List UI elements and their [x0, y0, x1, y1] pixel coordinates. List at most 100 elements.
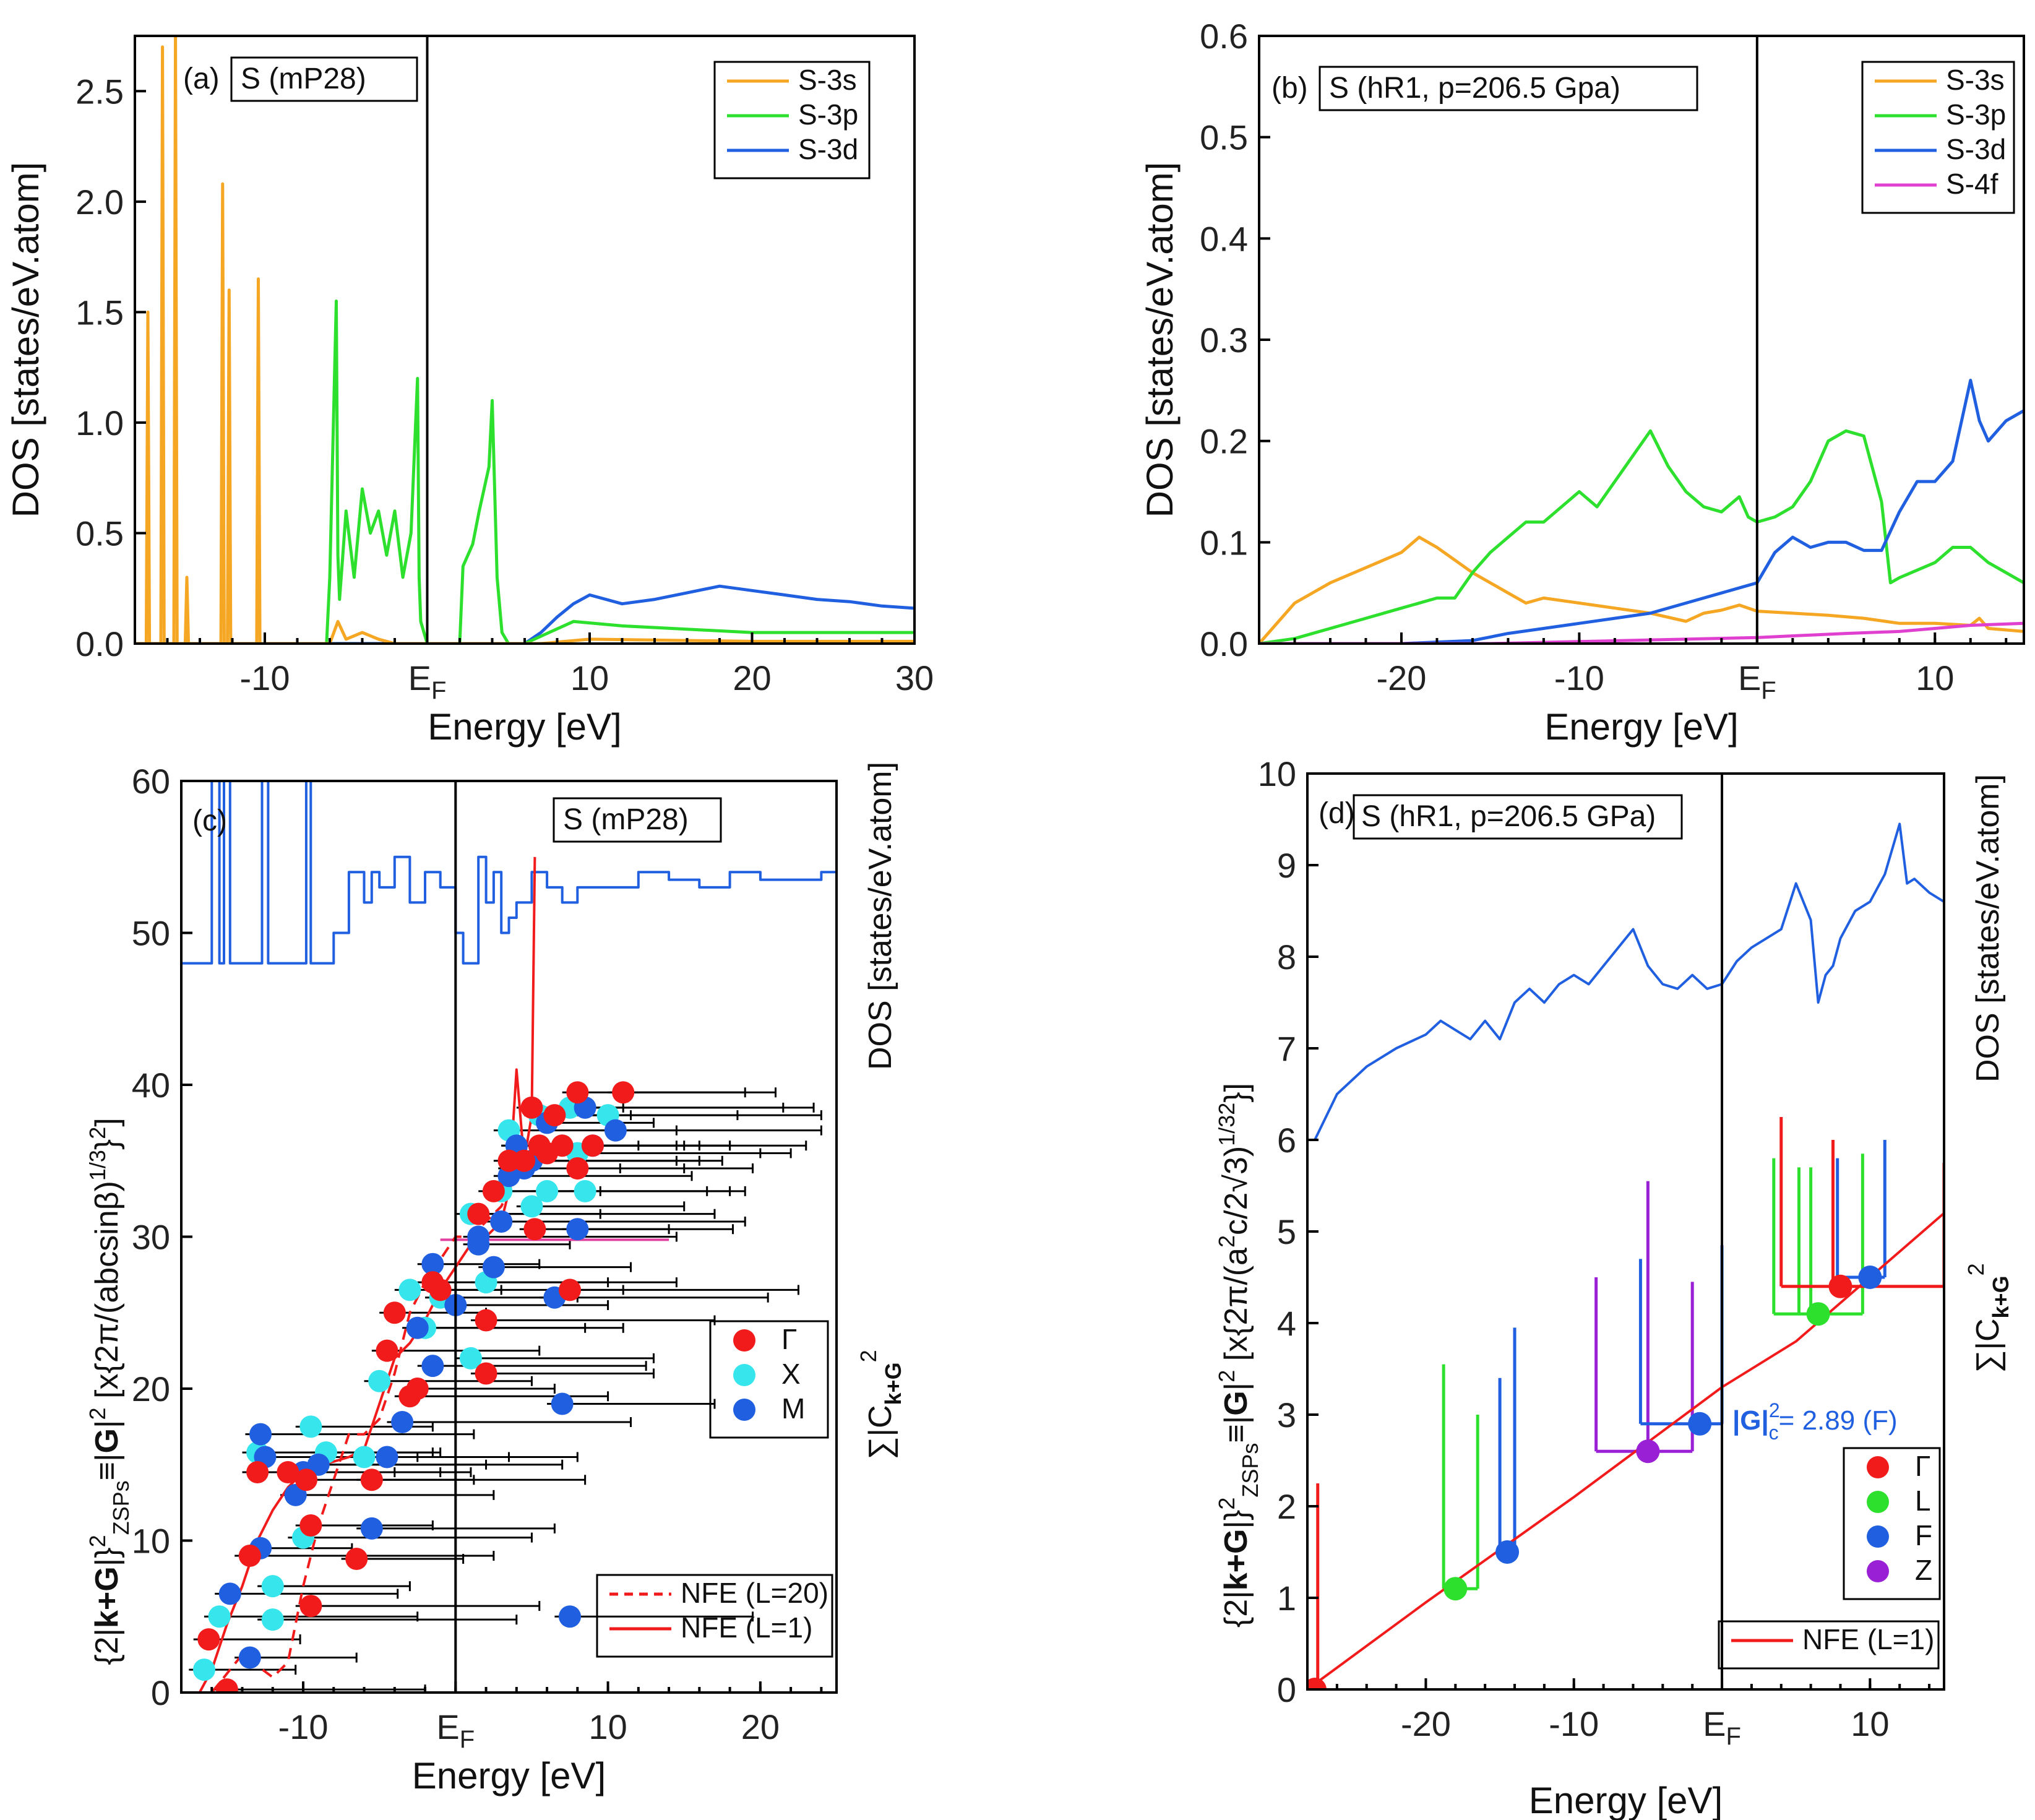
x-tick-label: 30 — [895, 658, 934, 697]
x-tick-label: 10 — [1916, 658, 1954, 697]
panel-title: S (hR1, p=206.5 GPa) — [1361, 800, 1656, 833]
y-tick-label: 3 — [1277, 1395, 1296, 1434]
annotation-part: c — [1769, 1421, 1779, 1444]
point-F — [1858, 1266, 1882, 1289]
legend-marker-swatch — [733, 1329, 755, 1352]
y-tick-label: 0.0 — [1200, 624, 1248, 663]
point-gamma — [376, 1339, 398, 1362]
series-line-S-3d — [135, 584, 914, 644]
point-x — [261, 1575, 284, 1598]
x-tick-label-ef-sub: F — [431, 677, 446, 704]
annotation-part: |G| — [1732, 1405, 1769, 1436]
point-m — [604, 1119, 627, 1142]
legend-box-d-points — [1843, 1447, 1941, 1600]
y-axis-title-part: | — [1218, 1382, 1254, 1391]
legend-label: NFE (L=1) — [1802, 1623, 1934, 1655]
point-x — [261, 1608, 284, 1631]
point-x — [208, 1605, 231, 1628]
x-tick-label: -20 — [1401, 1704, 1451, 1743]
point-m — [391, 1411, 414, 1434]
y-tick-label: 10 — [132, 1522, 170, 1561]
point-m — [406, 1316, 429, 1339]
point-Γ — [1828, 1274, 1852, 1298]
panel-title: S (hR1, p=206.5 Gpa) — [1329, 72, 1620, 105]
legend-box-a — [713, 61, 871, 179]
x-axis-title: Energy [eV] — [1529, 1780, 1723, 1820]
x-tick-label-ef-main: E — [1703, 1704, 1726, 1743]
y-tick-label: 8 — [1277, 938, 1296, 977]
y-tick-label: 1.0 — [75, 403, 124, 442]
point-gamma — [197, 1628, 220, 1651]
panel-title-box — [553, 797, 722, 843]
y-axis-title-part: G — [89, 1428, 125, 1453]
y-axis-title-right-top: DOS [states/eV.atom] — [1970, 774, 2006, 1082]
legend-box-c-lines — [596, 1574, 833, 1658]
point-F — [1688, 1412, 1712, 1436]
legend-label: S-3p — [1946, 98, 2006, 131]
point-L — [1443, 1577, 1468, 1601]
y-tick-label: 0.5 — [1200, 118, 1248, 157]
point-gamma — [345, 1547, 368, 1570]
y-axis-title-left: {2|k+G|}2ZSPs≡|G|2 [x{2π/(abcsinβ)1/3}2] — [85, 1118, 134, 1665]
y-axis-title-part: 1/3 — [85, 1150, 110, 1181]
legend-label: M — [781, 1392, 805, 1425]
point-gamma — [612, 1081, 635, 1104]
legend-box-b — [1861, 61, 2015, 214]
y-axis-title-part: ≡| — [89, 1453, 125, 1480]
x-tick-label: 10 — [1851, 1704, 1889, 1743]
y-tick-label: 1.5 — [75, 293, 124, 332]
point-Γ — [1307, 1678, 1327, 1689]
x-tick-label-ef-sub: F — [460, 1726, 475, 1753]
point-gamma — [497, 1149, 520, 1172]
y-axis-title-part: 2 — [1963, 1263, 1989, 1275]
panel-c-data — [181, 781, 837, 1693]
y-tick-label: 2 — [1277, 1487, 1296, 1526]
y-axis-title-right-top: DOS [states/eV.atom] — [863, 762, 898, 1070]
dos-curve — [1307, 822, 1944, 1141]
point-m — [421, 1355, 444, 1378]
panel-b-data — [1259, 379, 2024, 644]
x-tick-label-ef: EF — [1703, 1704, 1741, 1750]
point-gamma — [295, 1469, 317, 1491]
point-Z — [1636, 1439, 1660, 1464]
point-m — [360, 1517, 383, 1540]
panel-label: (d) — [1319, 797, 1355, 830]
point-m — [238, 1646, 261, 1669]
y-axis-title-part: 2 — [85, 1535, 110, 1547]
legend-label: S-3s — [798, 64, 857, 96]
legend-label: NFE (L=20) — [681, 1577, 828, 1609]
y-axis-title-part: |} — [89, 1547, 125, 1566]
panel-d-data — [1307, 822, 1944, 1689]
panel-title: S (mP28) — [241, 63, 366, 95]
legend-marker-swatch — [1867, 1560, 1889, 1582]
point-gamma — [566, 1157, 589, 1180]
y-axis-title-part: G — [1218, 1391, 1254, 1415]
point-x — [192, 1658, 215, 1681]
legend-marker-swatch — [1867, 1456, 1889, 1478]
point-m — [551, 1392, 574, 1415]
g2c-annotation: |G|2 c= 2.89 (F) — [1732, 1399, 1898, 1444]
point-gamma — [475, 1362, 497, 1385]
y-axis-title-part: [x{2π/(abcsinβ) — [89, 1181, 125, 1407]
legend-label: Γ — [1915, 1450, 1930, 1482]
point-x — [398, 1279, 421, 1301]
series-line-S-3d — [1259, 379, 2024, 644]
point-gamma — [581, 1134, 604, 1157]
point-m — [490, 1210, 513, 1233]
point-m — [249, 1423, 272, 1446]
dos-curve — [181, 781, 837, 965]
y-axis-title-part: ] — [89, 1118, 125, 1126]
y-axis-title-part: k+G — [1218, 1529, 1254, 1591]
y-tick-label: 30 — [132, 1218, 170, 1257]
legend-marker-swatch — [1867, 1525, 1889, 1548]
point-gamma — [566, 1081, 589, 1104]
point-m — [559, 1605, 582, 1628]
plot-frame — [1258, 35, 2025, 645]
point-m — [482, 1256, 505, 1279]
x-tick-label-ef-main: E — [436, 1707, 459, 1746]
y-tick-label: 20 — [132, 1369, 170, 1408]
y-tick-label: 0.6 — [1200, 17, 1248, 56]
y-tick-label: 50 — [132, 914, 170, 953]
point-gamma — [360, 1469, 383, 1491]
panel-b: -20 -10 EF 10 0.0 0.1 0.2 0.3 0.4 0.5 0.6 Energy [e… — [1139, 17, 2025, 748]
